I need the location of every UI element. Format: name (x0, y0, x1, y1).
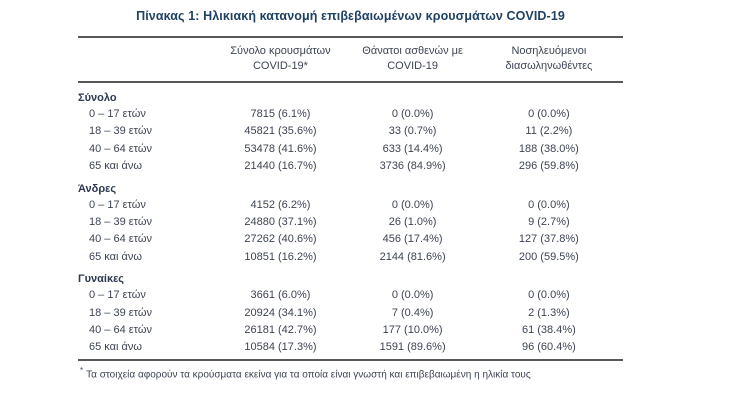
deaths-cell: 456 (17.4%) (382, 233, 443, 246)
table-row: 0 – 17 ετών 7815 (6.1%) 0 (0.0%) 0 (0.0%… (78, 106, 623, 123)
header-deaths: Θάνατοι ασθενών με COVID-19 (350, 37, 474, 82)
header-intubated-line2: διασωληνωθέντες (505, 60, 593, 72)
table-body: Σύνολο 0 – 17 ετών 7815 (6.1%) 0 (0.0%) … (78, 82, 623, 360)
intubated-cell: 0 (0.0%) (528, 108, 570, 120)
header-total-cases: Σύνολο κρουσμάτων COVID-19* (210, 37, 350, 82)
section-header-men: Άνδρες (78, 176, 623, 197)
deaths-cell: 7 (0.4%) (391, 306, 434, 319)
intubated-cell: 296 (59.8%) (518, 160, 579, 173)
table-row: 40 – 64 ετών 27262 (40.6%) 456 (17.4%) 1… (78, 231, 623, 248)
table-row: 18 – 39 ετών 20924 (34.1%) 7 (0.4%) 2 (1… (78, 305, 623, 322)
section-label: Σύνολο (78, 92, 117, 104)
covid-age-distribution-table: Σύνολο κρουσμάτων COVID-19* Θάνατοι ασθε… (78, 36, 623, 361)
deaths-cell: 33 (0.7%) (388, 125, 437, 138)
deaths-cell: 26 (1.0%) (388, 216, 437, 229)
age-label: 40 – 64 ετών (89, 142, 152, 155)
intubated-cell: 0 (0.0%) (528, 198, 570, 211)
table-row: 65 και άνω 21440 (16.7%) 3736 (84.9%) 29… (78, 158, 623, 175)
header-total-cases-line1: Σύνολο κρουσμάτων (230, 45, 331, 57)
deaths-cell: 1591 (89.6%) (379, 341, 446, 354)
cases-cell: 45821 (35.6%) (244, 125, 317, 138)
header-intubated-line1: Νοσηλευόμενοι (511, 45, 587, 57)
footnote-marker: * (80, 365, 84, 375)
cases-cell: 10851 (16.2%) (244, 250, 317, 263)
intubated-cell: 188 (38.0%) (518, 142, 579, 155)
section-label: Άνδρες (78, 182, 117, 195)
cases-cell: 20924 (34.1%) (244, 306, 317, 319)
footnote: * Τα στοιχεία αφορούν τα κρούσματα εκείνα… (78, 366, 623, 380)
intubated-cell: 96 (60.4%) (521, 341, 576, 354)
deaths-cell: 3736 (84.9%) (379, 160, 446, 173)
intubated-cell: 2 (1.3%) (528, 306, 570, 319)
table-row: 40 – 64 ετών 53478 (41.6%) 633 (14.4%) 1… (78, 141, 623, 158)
header-empty-cell (78, 37, 210, 82)
table-row: 0 – 17 ετών 3661 (6.0%) 0 (0.0%) 0 (0.0%… (78, 287, 623, 304)
cases-cell: 53478 (41.6%) (244, 142, 317, 155)
intubated-cell: 127 (37.8%) (518, 233, 579, 246)
footnote-text: Τα στοιχεία αφορούν τα κρούσματα εκείνα … (86, 369, 531, 381)
age-label: 18 – 39 ετών (89, 216, 152, 229)
table-header: Σύνολο κρουσμάτων COVID-19* Θάνατοι ασθε… (78, 37, 623, 82)
table-row: 0 – 17 ετών 4152 (6.2%) 0 (0.0%) 0 (0.0%… (78, 197, 623, 214)
deaths-cell: 0 (0.0%) (391, 108, 434, 120)
cases-cell: 27262 (40.6%) (244, 233, 317, 246)
document: Πίνακας 1: Ηλικιακή κατανομή επιβεβαιωμέ… (78, 9, 623, 380)
header-intubated: Νοσηλευόμενοι διασωληνωθέντες (475, 37, 623, 82)
table-row: 18 – 39 ετών 24880 (37.1%) 26 (1.0%) 9 (… (78, 214, 623, 231)
age-label: 65 και άνω (89, 250, 142, 263)
cases-cell: 7815 (6.1%) (250, 108, 311, 120)
age-label: 18 – 39 ετών (89, 125, 152, 138)
section-header-total: Σύνολο (78, 82, 623, 106)
deaths-cell: 0 (0.0%) (391, 198, 434, 211)
intubated-cell: 0 (0.0%) (528, 289, 570, 302)
section-label: Γυναίκες (78, 273, 125, 286)
age-label: 0 – 17 ετών (89, 108, 146, 120)
cases-cell: 24880 (37.1%) (244, 216, 317, 229)
age-label: 18 – 39 ετών (89, 306, 152, 319)
header-total-cases-line2: COVID-19* (252, 60, 308, 72)
section-header-women: Γυναίκες (78, 266, 623, 287)
age-label: 0 – 17 ετών (89, 198, 146, 211)
intubated-cell: 9 (2.7%) (528, 216, 570, 229)
header-row: Σύνολο κρουσμάτων COVID-19* Θάνατοι ασθε… (78, 37, 623, 82)
deaths-cell: 2144 (81.6%) (379, 250, 446, 263)
cases-cell: 3661 (6.0%) (250, 289, 311, 302)
table-row: 40 – 64 ετών 26181 (42.7%) 177 (10.0%) 6… (78, 322, 623, 339)
table-row: 65 και άνω 10584 (17.3%) 1591 (89.6%) 96… (78, 339, 623, 359)
age-label: 65 και άνω (89, 160, 142, 173)
table-row: 65 και άνω 10851 (16.2%) 2144 (81.6%) 20… (78, 249, 623, 266)
age-label: 65 και άνω (89, 341, 142, 354)
intubated-cell: 11 (2.2%) (525, 125, 573, 138)
deaths-cell: 633 (14.4%) (382, 142, 443, 155)
table-row: 18 – 39 ετών 45821 (35.6%) 33 (0.7%) 11 … (78, 123, 623, 140)
cases-cell: 21440 (16.7%) (244, 160, 317, 173)
deaths-cell: 0 (0.0%) (391, 289, 434, 302)
cases-cell: 26181 (42.7%) (244, 324, 317, 337)
intubated-cell: 200 (59.5%) (518, 250, 579, 263)
age-label: 40 – 64 ετών (89, 233, 152, 246)
table-title: Πίνακας 1: Ηλικιακή κατανομή επιβεβαιωμέ… (136, 9, 565, 23)
header-deaths-line1: Θάνατοι ασθενών με (362, 45, 463, 57)
age-label: 40 – 64 ετών (89, 324, 152, 337)
cases-cell: 10584 (17.3%) (244, 341, 317, 354)
cases-cell: 4152 (6.2%) (250, 198, 311, 211)
deaths-cell: 177 (10.0%) (382, 324, 443, 337)
header-deaths-line2: COVID-19 (387, 60, 438, 72)
age-label: 0 – 17 ετών (89, 289, 146, 302)
intubated-cell: 61 (38.4%) (521, 324, 576, 337)
